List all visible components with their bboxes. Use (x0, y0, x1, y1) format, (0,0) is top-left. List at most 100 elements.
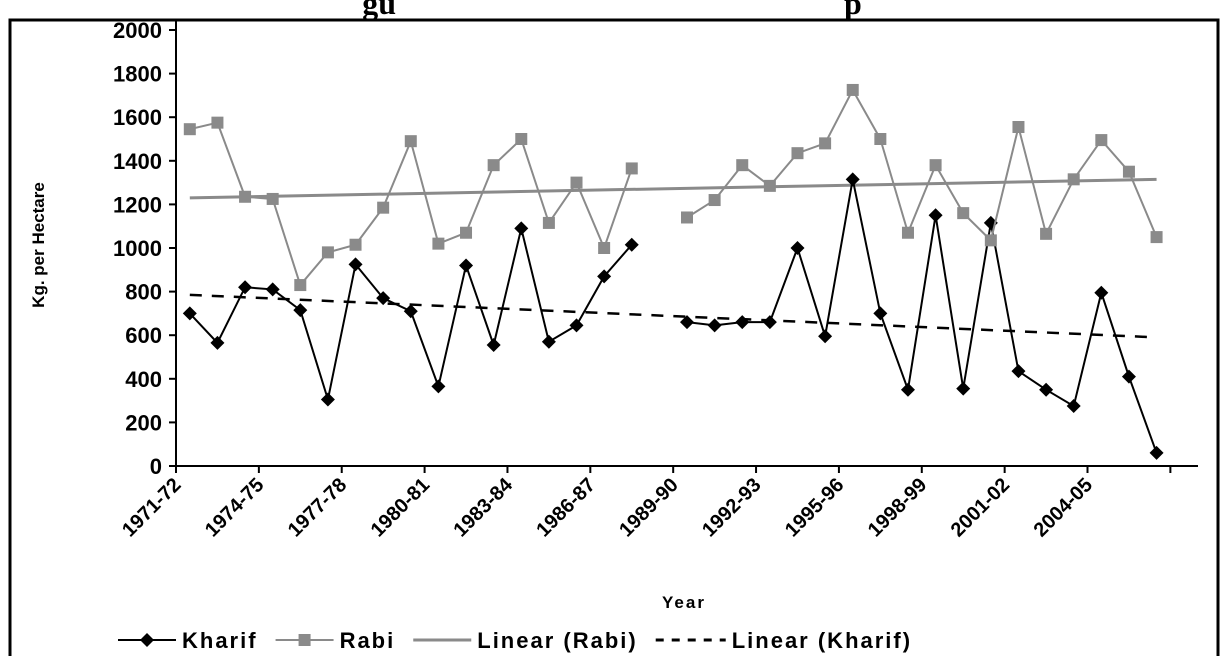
kharif-data-point (210, 335, 225, 350)
kharif-data-point (265, 282, 280, 297)
y-tick-label: 200 (125, 410, 162, 435)
rabi-data-point (1012, 121, 1025, 134)
kharif-data-point (238, 280, 253, 295)
rabi-data-point (625, 162, 638, 175)
kharif-data-point (928, 208, 943, 223)
kharif-data-point (320, 392, 335, 407)
legend-label: Rabi (340, 628, 396, 653)
rabi-data-point (901, 226, 914, 239)
rabi-data-point (404, 135, 417, 148)
x-tick-label: 1998-99 (864, 474, 931, 541)
y-tick-label: 2000 (113, 18, 162, 43)
x-tick-label: 2004-05 (1030, 474, 1097, 541)
chart-border (8, 18, 1220, 656)
y-tick-label: 1600 (113, 105, 162, 130)
kharif-data-point (1149, 445, 1164, 460)
rabi-data-point (515, 133, 528, 145)
rabi-data-point (1095, 134, 1108, 147)
kharif-data-point (1066, 399, 1081, 414)
kharif-series-line (686, 179, 1158, 454)
y-tick-label: 0 (150, 454, 162, 479)
x-tick-label: 1974-75 (201, 474, 268, 541)
kharif-data-point (1039, 382, 1054, 397)
rabi-data-point (681, 211, 693, 224)
kharif-data-point (182, 306, 197, 321)
kharif-data-point (1121, 369, 1136, 384)
rabi-data-point (294, 279, 307, 292)
kharif-data-point (514, 221, 529, 236)
kharif-data-point (1011, 364, 1026, 379)
kharif-data-point (293, 303, 308, 318)
rabi-data-point (570, 176, 583, 189)
chart-title: gu p (362, 0, 862, 21)
kharif-data-point (541, 334, 556, 349)
rabi-series-line (686, 87, 1158, 243)
legend-marker-1 (298, 634, 311, 646)
rabi-data-point (763, 179, 776, 192)
y-tick-label: 800 (125, 280, 162, 305)
rabi-data-point (1122, 165, 1135, 178)
rabi-data-point (460, 226, 473, 239)
rabi-data-point (239, 190, 252, 203)
rabi-data-point (708, 194, 721, 207)
y-tick-label: 1000 (113, 236, 162, 261)
legend-label: Linear (Rabi) (477, 628, 637, 653)
rabi-data-point (432, 237, 445, 250)
y-tick-label: 1200 (113, 192, 162, 217)
kharif-data-point (1094, 285, 1109, 300)
plot-area: 0 200 400 600 800 1000 1200 1400 1600 1800 2000 197… (113, 18, 1198, 541)
rabi-data-point (487, 159, 500, 172)
legend: Kharif Rabi Linear (Rabi) Linear (Kharif) (118, 628, 912, 653)
legend-label: Kharif (182, 628, 258, 653)
rabi-data-point (349, 238, 362, 251)
rabi-data-point (321, 246, 334, 259)
rabi-data-point (266, 192, 279, 205)
legend-label: Linear (Kharif) (732, 628, 912, 653)
trend-line-linear-rabi (189, 177, 1157, 200)
x-axis-label: Year (662, 593, 706, 612)
rabi-data-point (183, 123, 196, 136)
rabi-data-point (377, 201, 390, 214)
rabi-data-point (846, 83, 859, 96)
x-tick-label: 1977-78 (284, 474, 351, 541)
x-tick-label: 1983-84 (450, 473, 518, 541)
rabi-data-point (1040, 227, 1053, 240)
kharif-data-point (624, 237, 639, 252)
x-tick-label: 1992-93 (698, 474, 765, 541)
kharif-data-point (873, 306, 888, 321)
kharif-data-point (403, 304, 418, 319)
rabi-data-point (211, 116, 224, 129)
x-tick-label: 1986-87 (532, 474, 599, 541)
kharif-data-point (431, 379, 446, 394)
x-tick-label: 1971-72 (118, 474, 185, 541)
x-tick-label: 1989-90 (615, 474, 682, 541)
rabi-data-point (791, 147, 804, 160)
kharif-data-point (900, 382, 915, 397)
rabi-data-point (542, 216, 555, 229)
kharif-data-point (735, 315, 750, 330)
y-tick-label: 1800 (113, 62, 162, 87)
kharif-data-point (680, 315, 694, 330)
kharif-data-point (486, 338, 501, 353)
y-axis-label: Kg. per Hectare (29, 182, 48, 308)
kharif-data-point (597, 269, 612, 284)
kharif-data-point (790, 241, 805, 255)
rabi-data-point (1067, 173, 1080, 186)
rabi-data-point (874, 133, 887, 145)
kharif-data-point (762, 315, 777, 330)
kharif-data-point (569, 318, 584, 333)
kharif-data-point (956, 381, 971, 396)
rabi-data-point (736, 159, 749, 172)
y-tick-label: 1400 (113, 149, 162, 174)
rabi-data-point (598, 242, 611, 254)
rabi-data-point (929, 159, 942, 172)
x-tick-label: 1995-96 (781, 474, 848, 541)
x-tick-label: 2001-02 (947, 474, 1014, 541)
trend-line-linear-kharif (189, 293, 1157, 339)
rabi-data-point (1150, 231, 1163, 244)
kharif-data-point (348, 257, 363, 272)
x-tick-label: 1980-81 (367, 474, 434, 541)
y-tick-label: 400 (125, 367, 162, 392)
